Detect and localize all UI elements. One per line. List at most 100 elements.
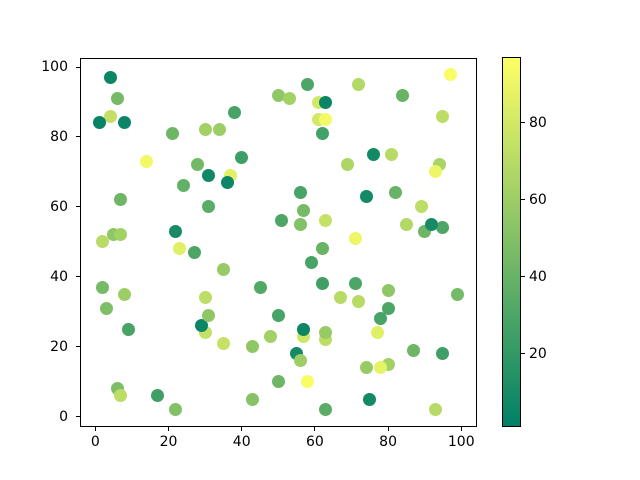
scatter-point: [396, 88, 410, 102]
scatter-point: [399, 217, 413, 231]
scatter-point: [319, 214, 333, 228]
y-tick-label: 0: [59, 408, 68, 425]
scatter-point: [110, 92, 124, 106]
y-tick-label: 20: [50, 338, 68, 355]
scatter-point: [414, 200, 428, 214]
scatter-point: [334, 291, 348, 305]
scatter-point: [220, 175, 234, 189]
scatter-point: [293, 217, 307, 231]
scatter-point: [451, 287, 465, 301]
x-axis-tick: [314, 427, 316, 431]
scatter-point: [341, 158, 355, 172]
scatter-point: [443, 67, 457, 81]
scatter-point: [381, 301, 395, 315]
scatter-point: [315, 126, 329, 140]
scatter-point: [271, 308, 285, 322]
y-tick-label: 80: [50, 128, 68, 145]
scatter-point: [359, 189, 373, 203]
scatter-point: [198, 123, 212, 137]
scatter-point: [425, 217, 439, 231]
y-axis-tick: [76, 416, 80, 418]
x-axis-tick: [241, 427, 243, 431]
scatter-point: [216, 263, 230, 277]
scatter-point: [118, 287, 132, 301]
scatter-point: [348, 277, 362, 291]
scatter-point: [352, 78, 366, 92]
scatter-point: [253, 280, 267, 294]
x-axis-tick: [460, 427, 462, 431]
scatter-point: [118, 116, 132, 130]
scatter-point: [176, 179, 190, 193]
colorbar-tick: [521, 276, 525, 278]
x-tick-label: 20: [159, 434, 178, 450]
colorbar-tick-label: 80: [529, 114, 547, 131]
scatter-point: [121, 322, 135, 336]
colorbar: [502, 57, 521, 427]
scatter-point: [429, 403, 443, 417]
y-tick-label: 40: [50, 268, 68, 285]
scatter-point: [374, 312, 388, 326]
x-axis-tick: [168, 427, 170, 431]
scatter-point: [319, 326, 333, 340]
scatter-point: [363, 392, 377, 406]
scatter-point: [366, 147, 380, 161]
scatter-point: [319, 113, 333, 126]
scatter-point: [173, 242, 187, 256]
scatter-point: [264, 329, 278, 343]
scatter-point: [315, 277, 329, 291]
scatter-point: [304, 256, 318, 270]
y-axis-tick: [76, 346, 80, 348]
scatter-point: [381, 284, 395, 298]
scatter-point: [319, 95, 333, 109]
y-tick-label: 100: [41, 59, 68, 76]
x-tick-label: 60: [305, 434, 324, 450]
scatter-point: [235, 151, 249, 165]
scatter-point: [436, 109, 450, 123]
scatter-point: [151, 389, 165, 403]
scatter-point: [319, 403, 333, 417]
scatter-point: [271, 88, 285, 102]
scatter-point: [359, 361, 373, 375]
scatter-point: [293, 186, 307, 200]
scatter-point: [169, 224, 183, 238]
scatter-point: [202, 308, 216, 322]
scatter-point: [315, 242, 329, 256]
scatter-point: [165, 126, 179, 140]
y-axis-tick: [76, 206, 80, 208]
x-tick-label: 40: [232, 434, 251, 450]
scatter-point: [191, 158, 205, 172]
scatter-point: [297, 322, 311, 336]
scatter-point: [96, 235, 110, 249]
y-axis-tick: [76, 276, 80, 278]
scatter-point: [187, 245, 201, 259]
scatter-point: [246, 340, 260, 354]
scatter-point: [293, 354, 307, 368]
scatter-point: [92, 116, 106, 130]
scatter-point: [370, 326, 384, 340]
plot-area: [80, 58, 477, 427]
scatter-point: [99, 301, 113, 315]
scatter-point: [348, 231, 362, 245]
scatter-point: [301, 375, 315, 389]
scatter-point: [385, 147, 399, 161]
scatter-point: [352, 294, 366, 308]
scatter-point: [271, 375, 285, 389]
scatter-point: [429, 165, 443, 179]
scatter-point: [227, 106, 241, 119]
scatter-point: [436, 221, 450, 235]
scatter-point: [169, 403, 183, 417]
colorbar-tick: [521, 353, 525, 355]
scatter-point: [436, 347, 450, 361]
colorbar-tick: [521, 122, 525, 124]
scatter-point: [114, 228, 128, 242]
scatter-point: [275, 214, 289, 228]
x-tick-label: 100: [447, 434, 475, 450]
scatter-point: [103, 109, 117, 123]
scatter-point: [246, 392, 260, 406]
x-tick-label: 80: [379, 434, 397, 450]
scatter-point: [216, 336, 230, 350]
scatter-point: [297, 203, 311, 217]
colorbar-tick: [521, 199, 525, 201]
scatter-point: [374, 361, 388, 375]
